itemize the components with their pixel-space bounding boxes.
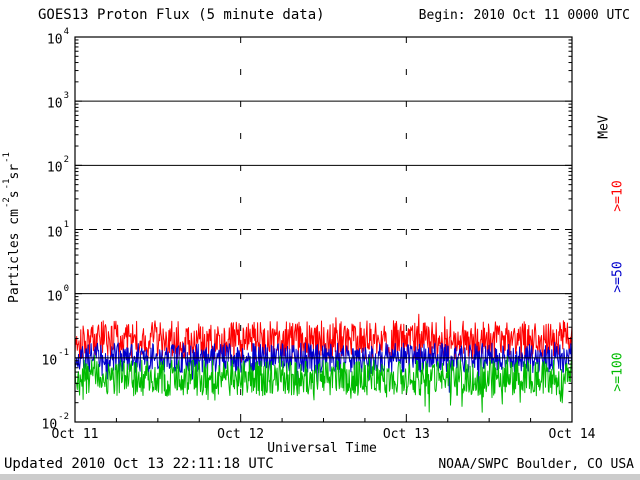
energy-label-100: >=100 (610, 352, 626, 392)
y-tick-label: 100 (46, 283, 69, 304)
x-tick-label: Oct 11 (51, 427, 99, 442)
begin-time-label: Begin: 2010 Oct 11 0000 UTC (418, 8, 630, 23)
y-tick-label: 10-2 (41, 412, 70, 433)
energy-label-50: >=50 (610, 261, 626, 293)
y-axis-label: Particles cm-2s-1sr-1 (1, 152, 23, 303)
x-axis-label: Universal Time (267, 441, 377, 456)
trace-50MeV (74, 341, 573, 393)
y-tick-label: 102 (46, 155, 69, 176)
energy-label-10: >=10 (610, 180, 626, 212)
x-tick-label: Oct 12 (217, 427, 265, 442)
trace-100MeV (74, 355, 573, 413)
x-tick-label: Oct 14 (548, 427, 596, 442)
bottom-strip (0, 474, 640, 480)
chart-title: GOES13 Proton Flux (5 minute data) (38, 7, 325, 23)
trace-10MeV (74, 313, 573, 372)
y-tick-label: 104 (46, 27, 69, 48)
y-tick-label: 103 (46, 91, 69, 112)
source-credit: NOAA/SWPC Boulder, CO USA (438, 457, 634, 472)
energy-label-MeV: MeV (596, 115, 612, 139)
y-tick-label: 101 (46, 219, 69, 240)
y-tick-label: 10-1 (41, 347, 70, 369)
x-tick-label: Oct 13 (382, 427, 430, 442)
updated-timestamp: Updated 2010 Oct 13 22:11:18 UTC (4, 456, 274, 472)
